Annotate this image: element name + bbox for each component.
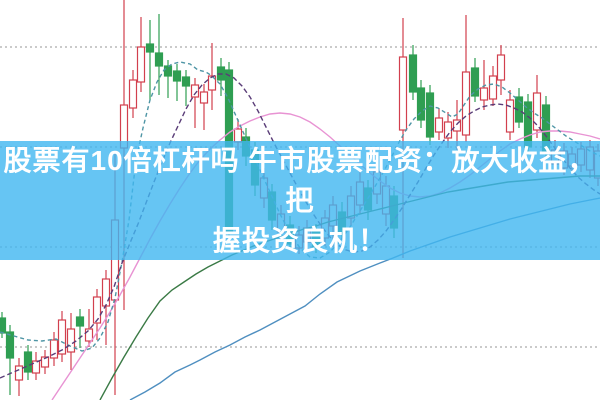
candle	[49, 332, 59, 366]
candle	[488, 66, 498, 106]
candle	[532, 75, 542, 138]
candle	[496, 45, 506, 95]
candle	[0, 312, 7, 338]
candle	[101, 270, 111, 345]
candle	[425, 85, 435, 145]
candle	[128, 70, 138, 118]
candle	[5, 325, 15, 395]
candle	[172, 64, 182, 101]
candle	[408, 45, 418, 100]
candle	[145, 20, 155, 100]
candle	[163, 60, 173, 98]
candle	[470, 58, 480, 102]
headline-line-2: 握投资良机！	[212, 224, 387, 256]
candle	[181, 70, 191, 106]
candle	[190, 78, 200, 128]
candle	[75, 309, 85, 348]
candle	[461, 15, 471, 142]
candle	[154, 14, 164, 95]
headline-line-1: 股票有10倍杠杆吗 牛市股票配资：放大收益，把	[3, 144, 597, 216]
candle	[84, 309, 94, 347]
candle	[434, 108, 444, 140]
candle	[136, 17, 146, 92]
candle	[479, 60, 489, 110]
candle	[505, 90, 515, 140]
candle	[57, 311, 67, 362]
candle	[31, 352, 41, 380]
candle	[199, 84, 209, 130]
candle	[514, 88, 524, 128]
headline-banner: 股票有10倍杠杆吗 牛市股票配资：放大收益，把 握投资良机！	[0, 141, 600, 260]
candle	[14, 358, 24, 396]
candle	[66, 313, 76, 370]
candle	[416, 80, 426, 128]
candle	[23, 345, 33, 380]
candle	[40, 350, 50, 374]
